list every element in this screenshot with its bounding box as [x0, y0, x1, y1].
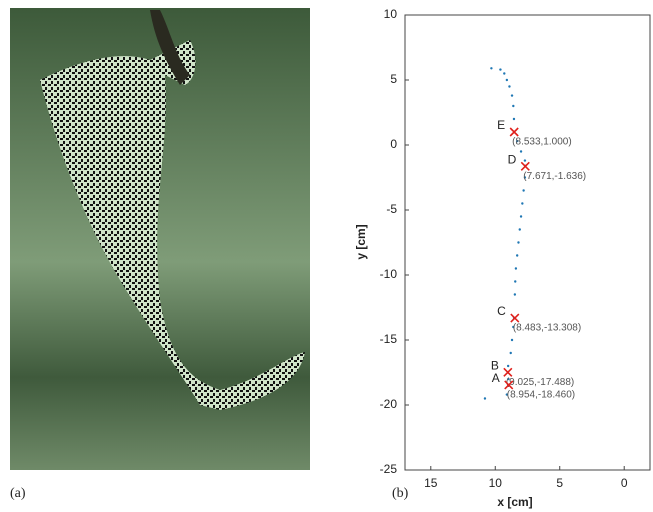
point [511, 339, 513, 341]
point [508, 85, 510, 87]
point [521, 202, 523, 204]
marker [511, 314, 519, 322]
point [517, 241, 519, 243]
y-tick-label: -20 [380, 397, 398, 411]
point [512, 105, 514, 107]
point [510, 352, 512, 354]
marker-letter: C [497, 304, 506, 318]
point [519, 228, 521, 230]
marker-annotation: (8.954,-18.460) [507, 390, 575, 401]
x-tick-label: 5 [556, 476, 563, 490]
point [520, 150, 522, 152]
point [503, 72, 505, 74]
y-tick-label: 5 [390, 72, 397, 86]
marker-annotation: (7.671,-1.636) [523, 171, 586, 182]
y-tick-label: 0 [390, 137, 397, 151]
y-tick-label: -25 [380, 462, 398, 476]
figure: (a) (b) x [cm] y [cm] 10 5 0 -5 -10 -15 -20 -25… [0, 0, 653, 512]
plot-frame [405, 15, 650, 470]
point [514, 293, 516, 295]
panel-label: (b) [392, 486, 409, 501]
point [506, 79, 508, 81]
x-tick-label: 10 [489, 476, 503, 490]
point [507, 365, 509, 367]
marker [510, 128, 518, 136]
y-axis-label: y [cm] [354, 224, 368, 259]
point [490, 67, 492, 69]
x-tick-label: 15 [424, 476, 438, 490]
x-axis-label: x [cm] [497, 495, 532, 509]
marker [504, 368, 512, 376]
point [511, 94, 513, 96]
point [516, 254, 518, 256]
point [515, 267, 517, 269]
y-tick-label: -15 [380, 332, 398, 346]
marker-annotation: (9.025,-17.488) [506, 377, 574, 388]
panel-label: (a) [10, 486, 26, 501]
x-tick-label: 0 [621, 476, 628, 490]
marker-letter: A [492, 371, 500, 385]
marker [521, 162, 529, 170]
marker-letter: D [508, 152, 517, 166]
point [522, 189, 524, 191]
marker-letter: E [497, 118, 505, 132]
y-tick-label: -5 [386, 202, 397, 216]
point [524, 159, 526, 161]
point [484, 397, 486, 399]
marker-annotation: (8.483,-13.308) [513, 323, 581, 334]
point [499, 68, 501, 70]
point [513, 118, 515, 120]
photo [10, 8, 310, 470]
point [514, 280, 516, 282]
y-tick-label: -10 [380, 267, 398, 281]
y-tick-label: 10 [384, 7, 398, 21]
point [520, 215, 522, 217]
marker-annotation: (8.533,1.000) [512, 137, 572, 148]
